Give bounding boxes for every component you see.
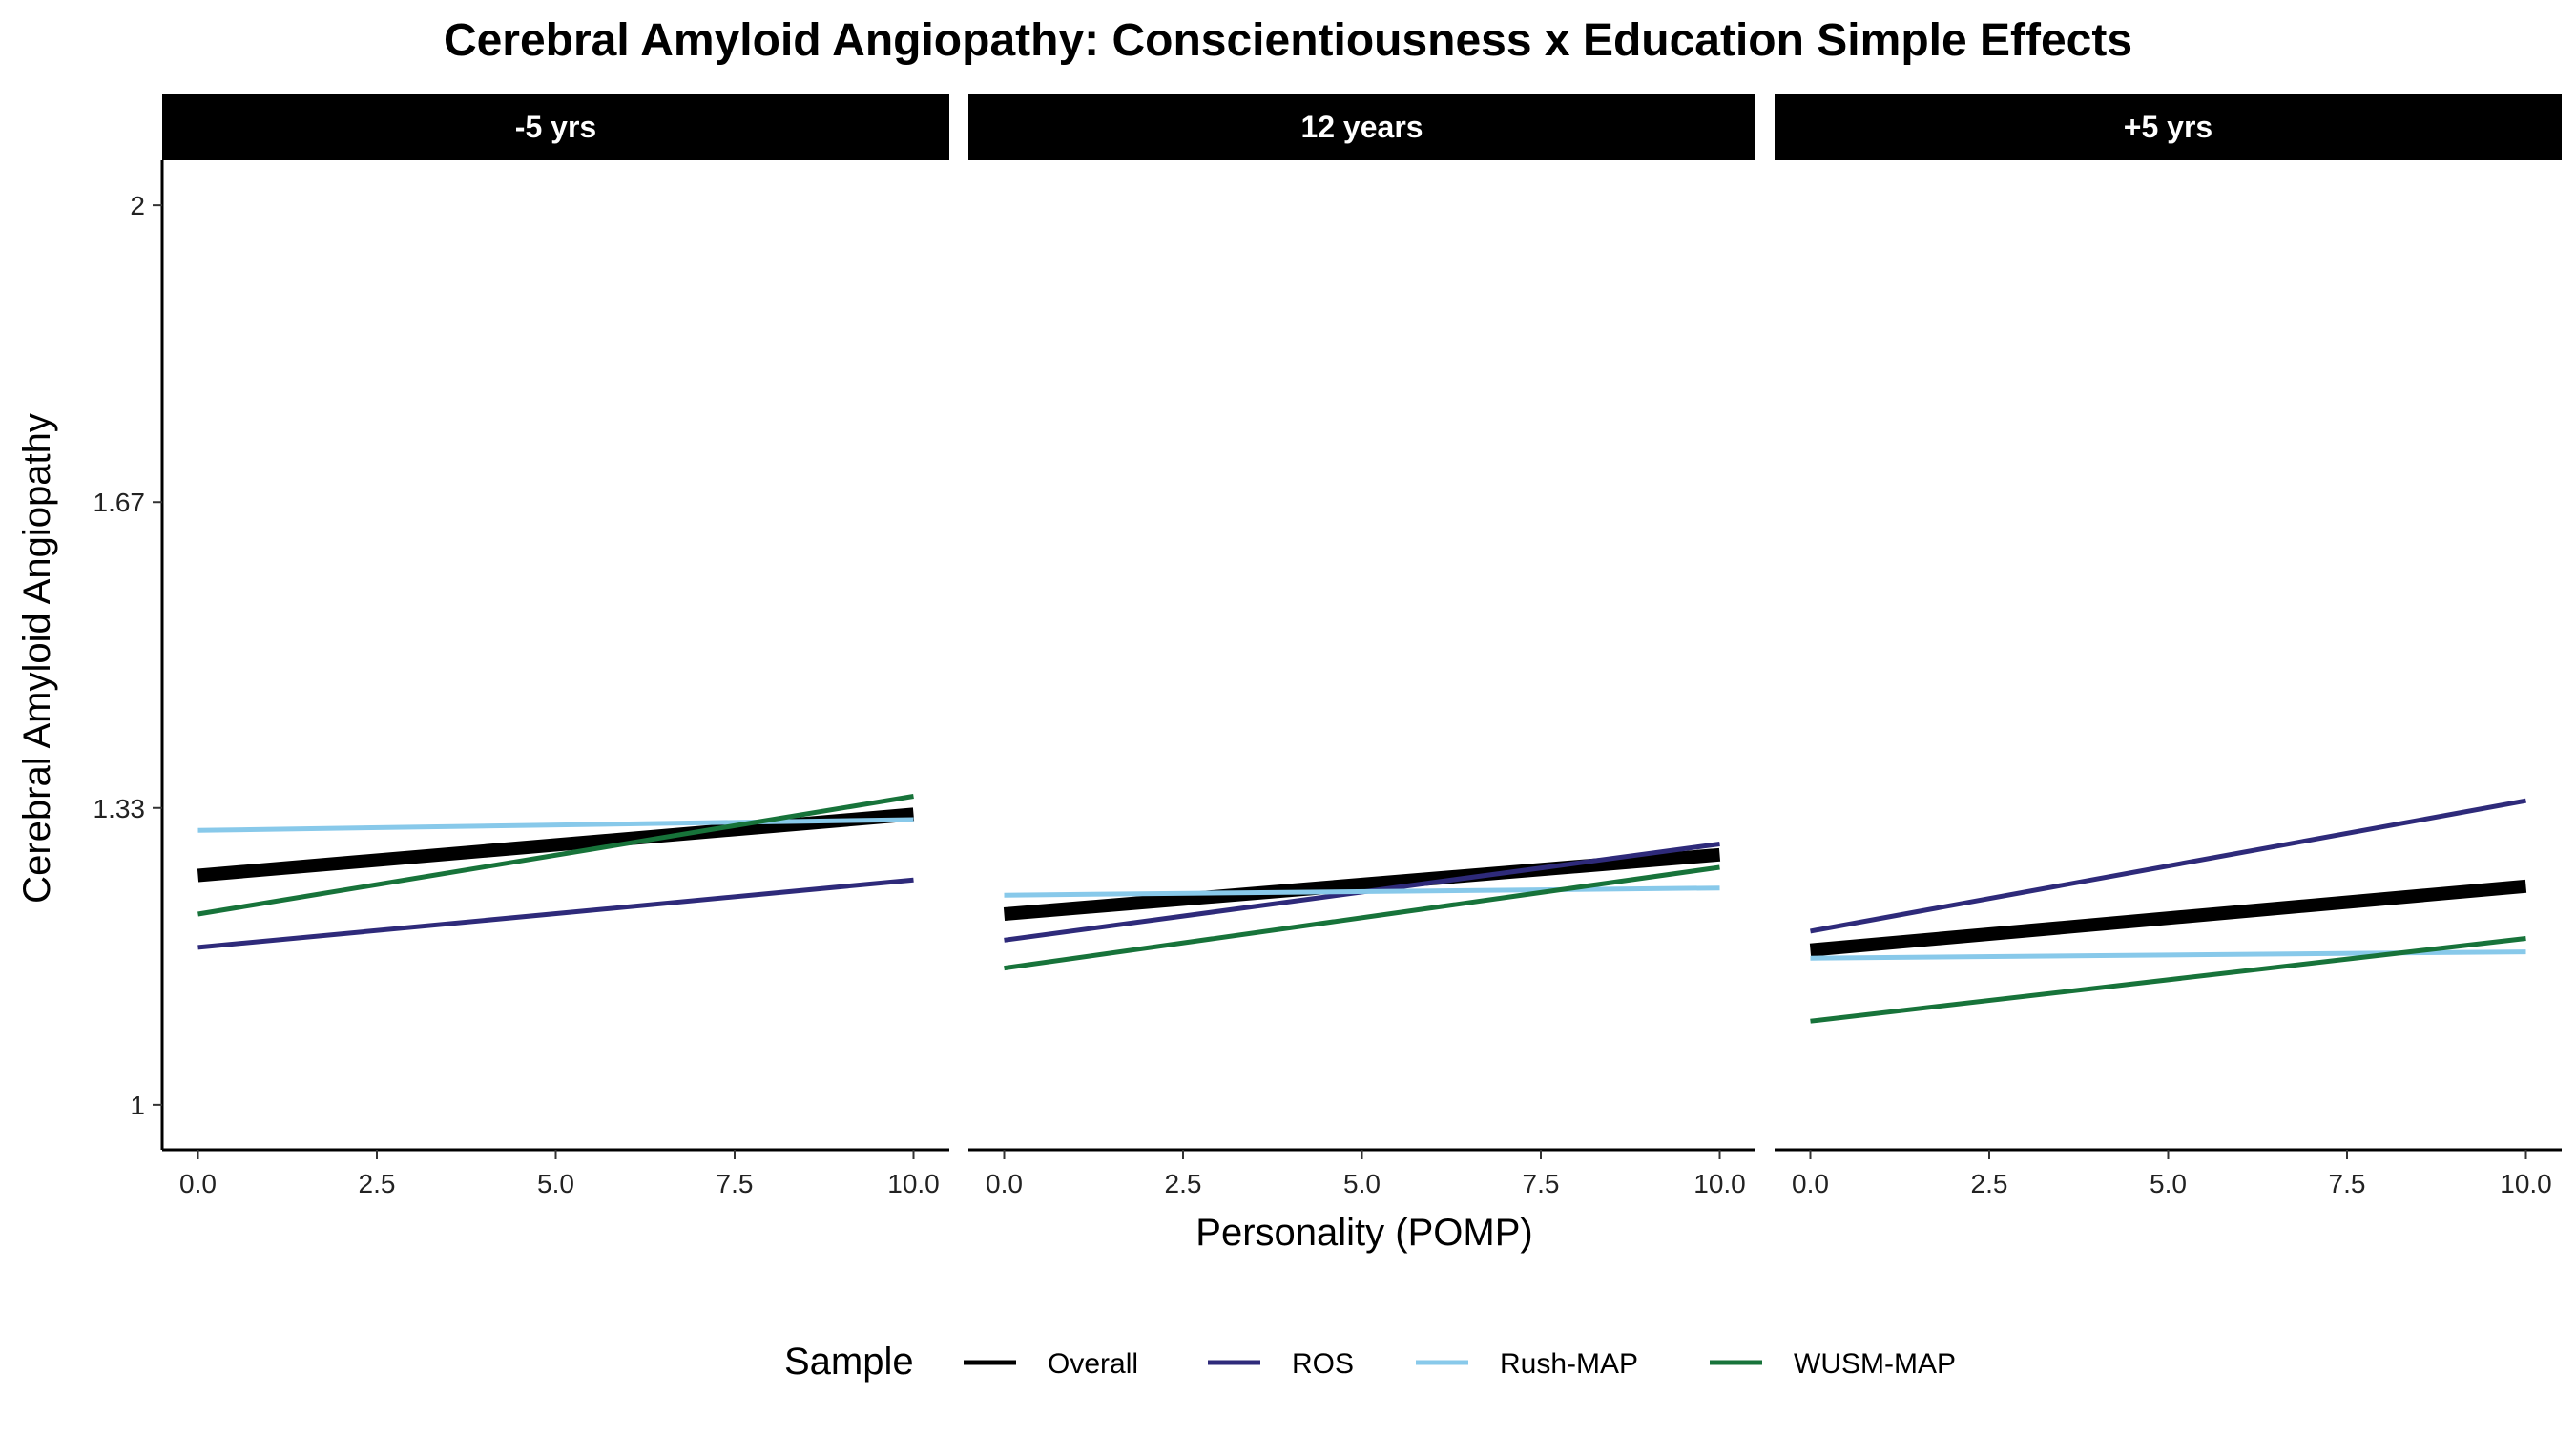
legend-items: Overall ROS Rush-MAP WUSM-MAP — [964, 1348, 1956, 1380]
x-tick-label: 5.0 — [537, 1169, 574, 1198]
x-tick-label: 5.0 — [2150, 1169, 2187, 1198]
series-line-wusm-map — [1004, 864, 1720, 971]
x-tick-label: 5.0 — [1343, 1169, 1381, 1198]
legend-item: WUSM-MAP — [1710, 1348, 1956, 1380]
legend-label: Overall — [1048, 1348, 1138, 1380]
x-tick-label: 0.0 — [179, 1169, 217, 1198]
facet-panel: -5 yrs 0.0 2.5 5.0 7.5 10.0 1 1.33 1.67 2 — [93, 94, 949, 1198]
chart-title: Cerebral Amyloid Angiopathy: Conscientio… — [444, 15, 2132, 66]
x-tick-label: 2.5 — [359, 1169, 396, 1198]
legend-label: Rush-MAP — [1500, 1348, 1638, 1380]
x-tick-label: 0.0 — [1792, 1169, 1829, 1198]
facet-strip — [1775, 94, 2562, 160]
series-line-overall — [197, 807, 915, 883]
y-tick-label: 1.33 — [93, 794, 146, 823]
facet-panel: 12 years 0.0 2.5 5.0 7.5 10.0 — [968, 94, 1755, 1198]
facet-strip — [162, 94, 949, 160]
series-line-ros — [197, 877, 914, 950]
series-line-overall — [1003, 847, 1721, 921]
legend-item: Rush-MAP — [1416, 1348, 1638, 1380]
y-tick-label: 1.67 — [93, 488, 146, 517]
facet-strip — [968, 94, 1755, 160]
y-axis-title: Cerebral Amyloid Angiopathy — [16, 413, 58, 904]
x-tick-label: 2.5 — [1165, 1169, 1202, 1198]
series-line-wusm-map — [1810, 936, 2526, 1024]
x-tick-label: 0.0 — [986, 1169, 1023, 1198]
legend: Sample Overall ROS Rush-MAP WUSM-MAP — [784, 1341, 1956, 1383]
legend-label: WUSM-MAP — [1794, 1348, 1956, 1380]
facet-panels: -5 yrs 0.0 2.5 5.0 7.5 10.0 1 1.33 1.67 2 12 years… — [93, 94, 2562, 1198]
x-axis-title: Personality (POMP) — [1195, 1212, 1532, 1254]
series-line-rush-map — [1004, 885, 1720, 898]
x-tick-label: 10.0 — [1693, 1169, 1746, 1198]
x-tick-label: 2.5 — [1971, 1169, 2008, 1198]
facet-strip-label: -5 yrs — [515, 110, 596, 144]
series-line-rush-map — [197, 817, 914, 833]
legend-item: Overall — [964, 1348, 1138, 1380]
x-tick-label: 7.5 — [2329, 1169, 2366, 1198]
facet-strip-label: +5 yrs — [2124, 110, 2212, 144]
x-tick-label: 10.0 — [2500, 1169, 2552, 1198]
series-line-overall — [1809, 879, 2527, 957]
facet-strip-label: 12 years — [1300, 110, 1423, 144]
x-tick-label: 7.5 — [1523, 1169, 1560, 1198]
y-tick-label: 1 — [130, 1091, 145, 1120]
x-tick-label: 10.0 — [887, 1169, 940, 1198]
series-line-ros — [1810, 798, 2526, 934]
legend-title: Sample — [784, 1341, 914, 1383]
x-tick-label: 7.5 — [717, 1169, 754, 1198]
y-tick-label: 2 — [130, 191, 145, 220]
legend-item: ROS — [1208, 1348, 1354, 1380]
facet-panel: +5 yrs 0.0 2.5 5.0 7.5 10.0 — [1775, 94, 2562, 1198]
legend-label: ROS — [1292, 1348, 1354, 1380]
series-line-wusm-map — [197, 794, 914, 917]
